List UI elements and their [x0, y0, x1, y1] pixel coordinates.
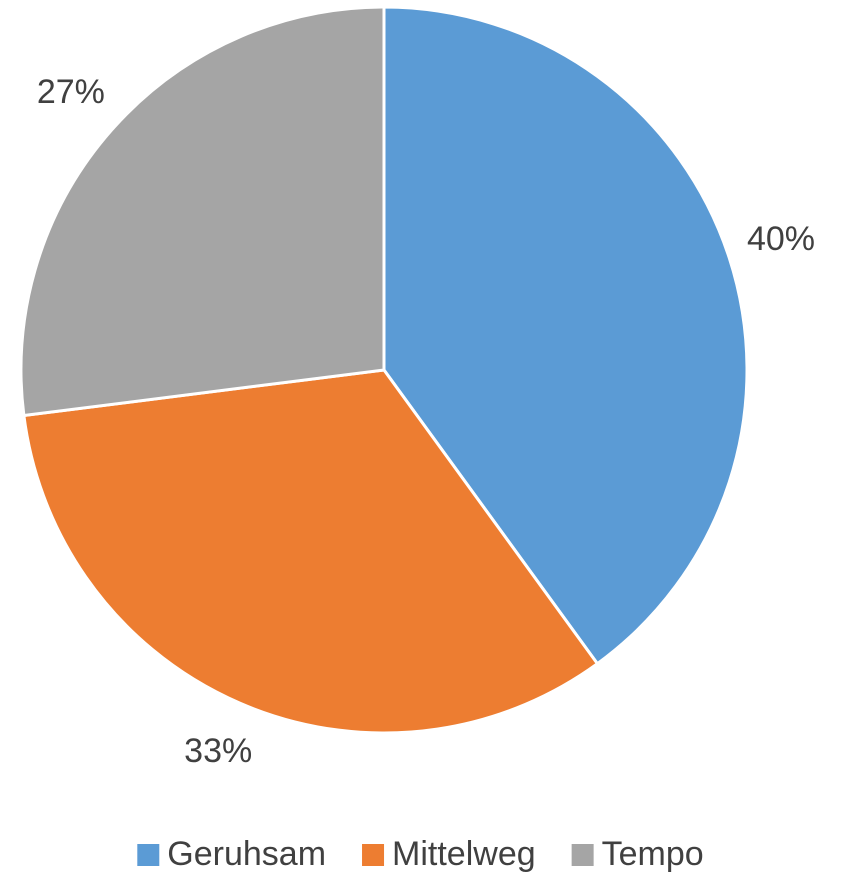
pie — [19, 5, 749, 735]
pie-slice — [382, 5, 749, 666]
data-label: 27% — [37, 73, 105, 111]
legend-label: Geruhsam — [167, 835, 326, 873]
legend-label: Tempo — [602, 835, 704, 873]
legend-swatch — [137, 844, 160, 866]
data-label: 33% — [184, 732, 252, 770]
legend: Geruhsam Mittelweg Tempo — [137, 835, 704, 873]
pie-slice — [19, 5, 386, 418]
data-label: 40% — [747, 220, 815, 258]
data-labels: 40% 33% 27% — [37, 73, 815, 770]
legend-swatch — [362, 844, 385, 866]
legend-label: Mittelweg — [392, 835, 536, 873]
pie-slice — [22, 368, 600, 735]
legend-swatch — [571, 844, 594, 866]
